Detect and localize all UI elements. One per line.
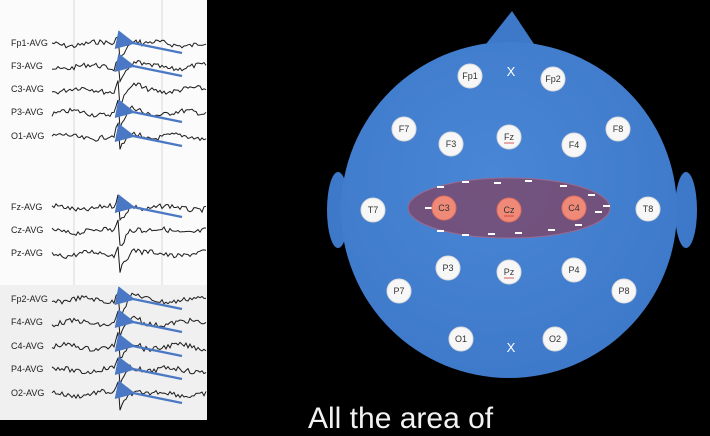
- eeg-channel-label: P3-AVG: [11, 107, 44, 117]
- electrode-t8: [635, 196, 661, 222]
- eeg-channel-label: Fz-AVG: [11, 202, 43, 212]
- electrode-label: F7: [399, 124, 410, 134]
- negative-sign-mark: [595, 211, 602, 213]
- electrode-label: T8: [643, 204, 654, 214]
- electrode-f7: [391, 116, 417, 142]
- negative-sign-mark: [575, 224, 582, 226]
- electrode-p8: [611, 278, 637, 304]
- electrode-label: T7: [368, 205, 379, 215]
- negative-sign-mark: [488, 233, 495, 235]
- electrode-o1: [448, 326, 474, 352]
- eeg-trace: [51, 80, 207, 107]
- eeg-channel-label: Cz-AVG: [11, 225, 44, 235]
- right-ear-shape: [675, 172, 697, 248]
- caption-text: All the area of: [308, 402, 494, 435]
- inion-mark: X: [507, 340, 516, 355]
- eeg-trace-panel: Fp1-AVG F3-AVG C3-AVG P3-AVG O1-AVG Fz-AVG Cz-…: [0, 0, 207, 420]
- electrode-label: P8: [618, 286, 629, 296]
- negative-sign-mark: [548, 229, 555, 231]
- negative-sign-mark: [525, 180, 532, 182]
- electrode-label: F4: [569, 140, 580, 150]
- negative-sign-mark: [560, 185, 567, 187]
- electrode-p3: [435, 255, 461, 281]
- negative-sign-mark: [603, 205, 610, 207]
- spike-arrow: [114, 333, 183, 358]
- electrode-fp1: [457, 63, 483, 89]
- electrode-t7: [360, 197, 386, 223]
- negative-sign-mark: [462, 181, 469, 183]
- eeg-channel-label: F3-AVG: [11, 61, 43, 71]
- electrode-p7: [386, 278, 412, 304]
- spike-arrow: [114, 286, 183, 311]
- electrode-pz: [496, 259, 522, 285]
- electrode-label: P7: [393, 286, 404, 296]
- electrode-f8: [605, 116, 631, 142]
- electrode-label: C3: [438, 203, 450, 213]
- electrode-label: P4: [568, 265, 579, 275]
- electrode-label: Fz: [504, 132, 514, 142]
- eeg-channel-label: O2-AVG: [11, 388, 45, 398]
- eeg-trace: [51, 246, 207, 273]
- eeg-channel-label: C3-AVG: [11, 84, 44, 94]
- nasion-mark: X: [507, 64, 516, 79]
- eeg-channel-label: P4-AVG: [11, 364, 44, 374]
- eeg-waveforms: [0, 0, 207, 420]
- negative-sign-mark: [462, 234, 469, 236]
- electrode-c4: [561, 195, 587, 221]
- electrode-label: F3: [446, 139, 457, 149]
- spike-arrow: [114, 309, 183, 334]
- negative-sign-mark: [437, 230, 444, 232]
- eeg-channel-label: O1-AVG: [11, 131, 45, 141]
- negative-sign-mark: [425, 207, 432, 209]
- negative-sign-mark: [437, 186, 444, 188]
- electrode-label: Fp2: [545, 74, 561, 84]
- spike-arrow: [114, 53, 183, 78]
- electrode-label: P3: [442, 263, 453, 273]
- head-electrode-map: Fp1 Fp2 F7 F3 Fz F4 F8 T7 C3 Cz C4 T8 P3 Pz P4 P7 P8 O1 O2…: [327, 11, 697, 378]
- eeg-trace: [51, 219, 206, 246]
- negative-sign-mark: [494, 182, 501, 184]
- electrode-label: Cz: [504, 205, 515, 215]
- electrode-label: F8: [613, 124, 624, 134]
- eeg-channel-label: Pz-AVG: [11, 248, 43, 258]
- eeg-channel-label: Fp2-AVG: [11, 294, 48, 304]
- electrode-fp2: [540, 66, 566, 92]
- eeg-channel-label: C4-AVG: [11, 341, 44, 351]
- electrode-fz: [496, 124, 522, 150]
- spike-arrow: [114, 356, 183, 381]
- spike-arrow: [114, 99, 183, 124]
- electrode-cz: [496, 197, 522, 223]
- electrode-label: Pz: [504, 267, 515, 277]
- electrode-f3: [438, 131, 464, 157]
- nose-shape: [486, 11, 534, 44]
- electrode-label: O1: [455, 334, 467, 344]
- electrode-label: Fp1: [462, 71, 478, 81]
- electrode-f4: [561, 132, 587, 158]
- spike-arrow: [114, 123, 183, 148]
- negative-sign-mark: [515, 232, 522, 234]
- electrode-c3: [431, 195, 457, 221]
- spike-arrow: [114, 194, 183, 219]
- electrode-o2: [542, 326, 568, 352]
- electrode-label: O2: [549, 334, 561, 344]
- eeg-channel-label: Fp1-AVG: [11, 38, 48, 48]
- spike-arrow: [114, 30, 183, 55]
- electrode-label: C4: [568, 203, 580, 213]
- electrode-p4: [561, 257, 587, 283]
- spike-arrow: [114, 380, 183, 405]
- negative-sign-mark: [588, 194, 595, 196]
- eeg-channel-label: F4-AVG: [11, 317, 43, 327]
